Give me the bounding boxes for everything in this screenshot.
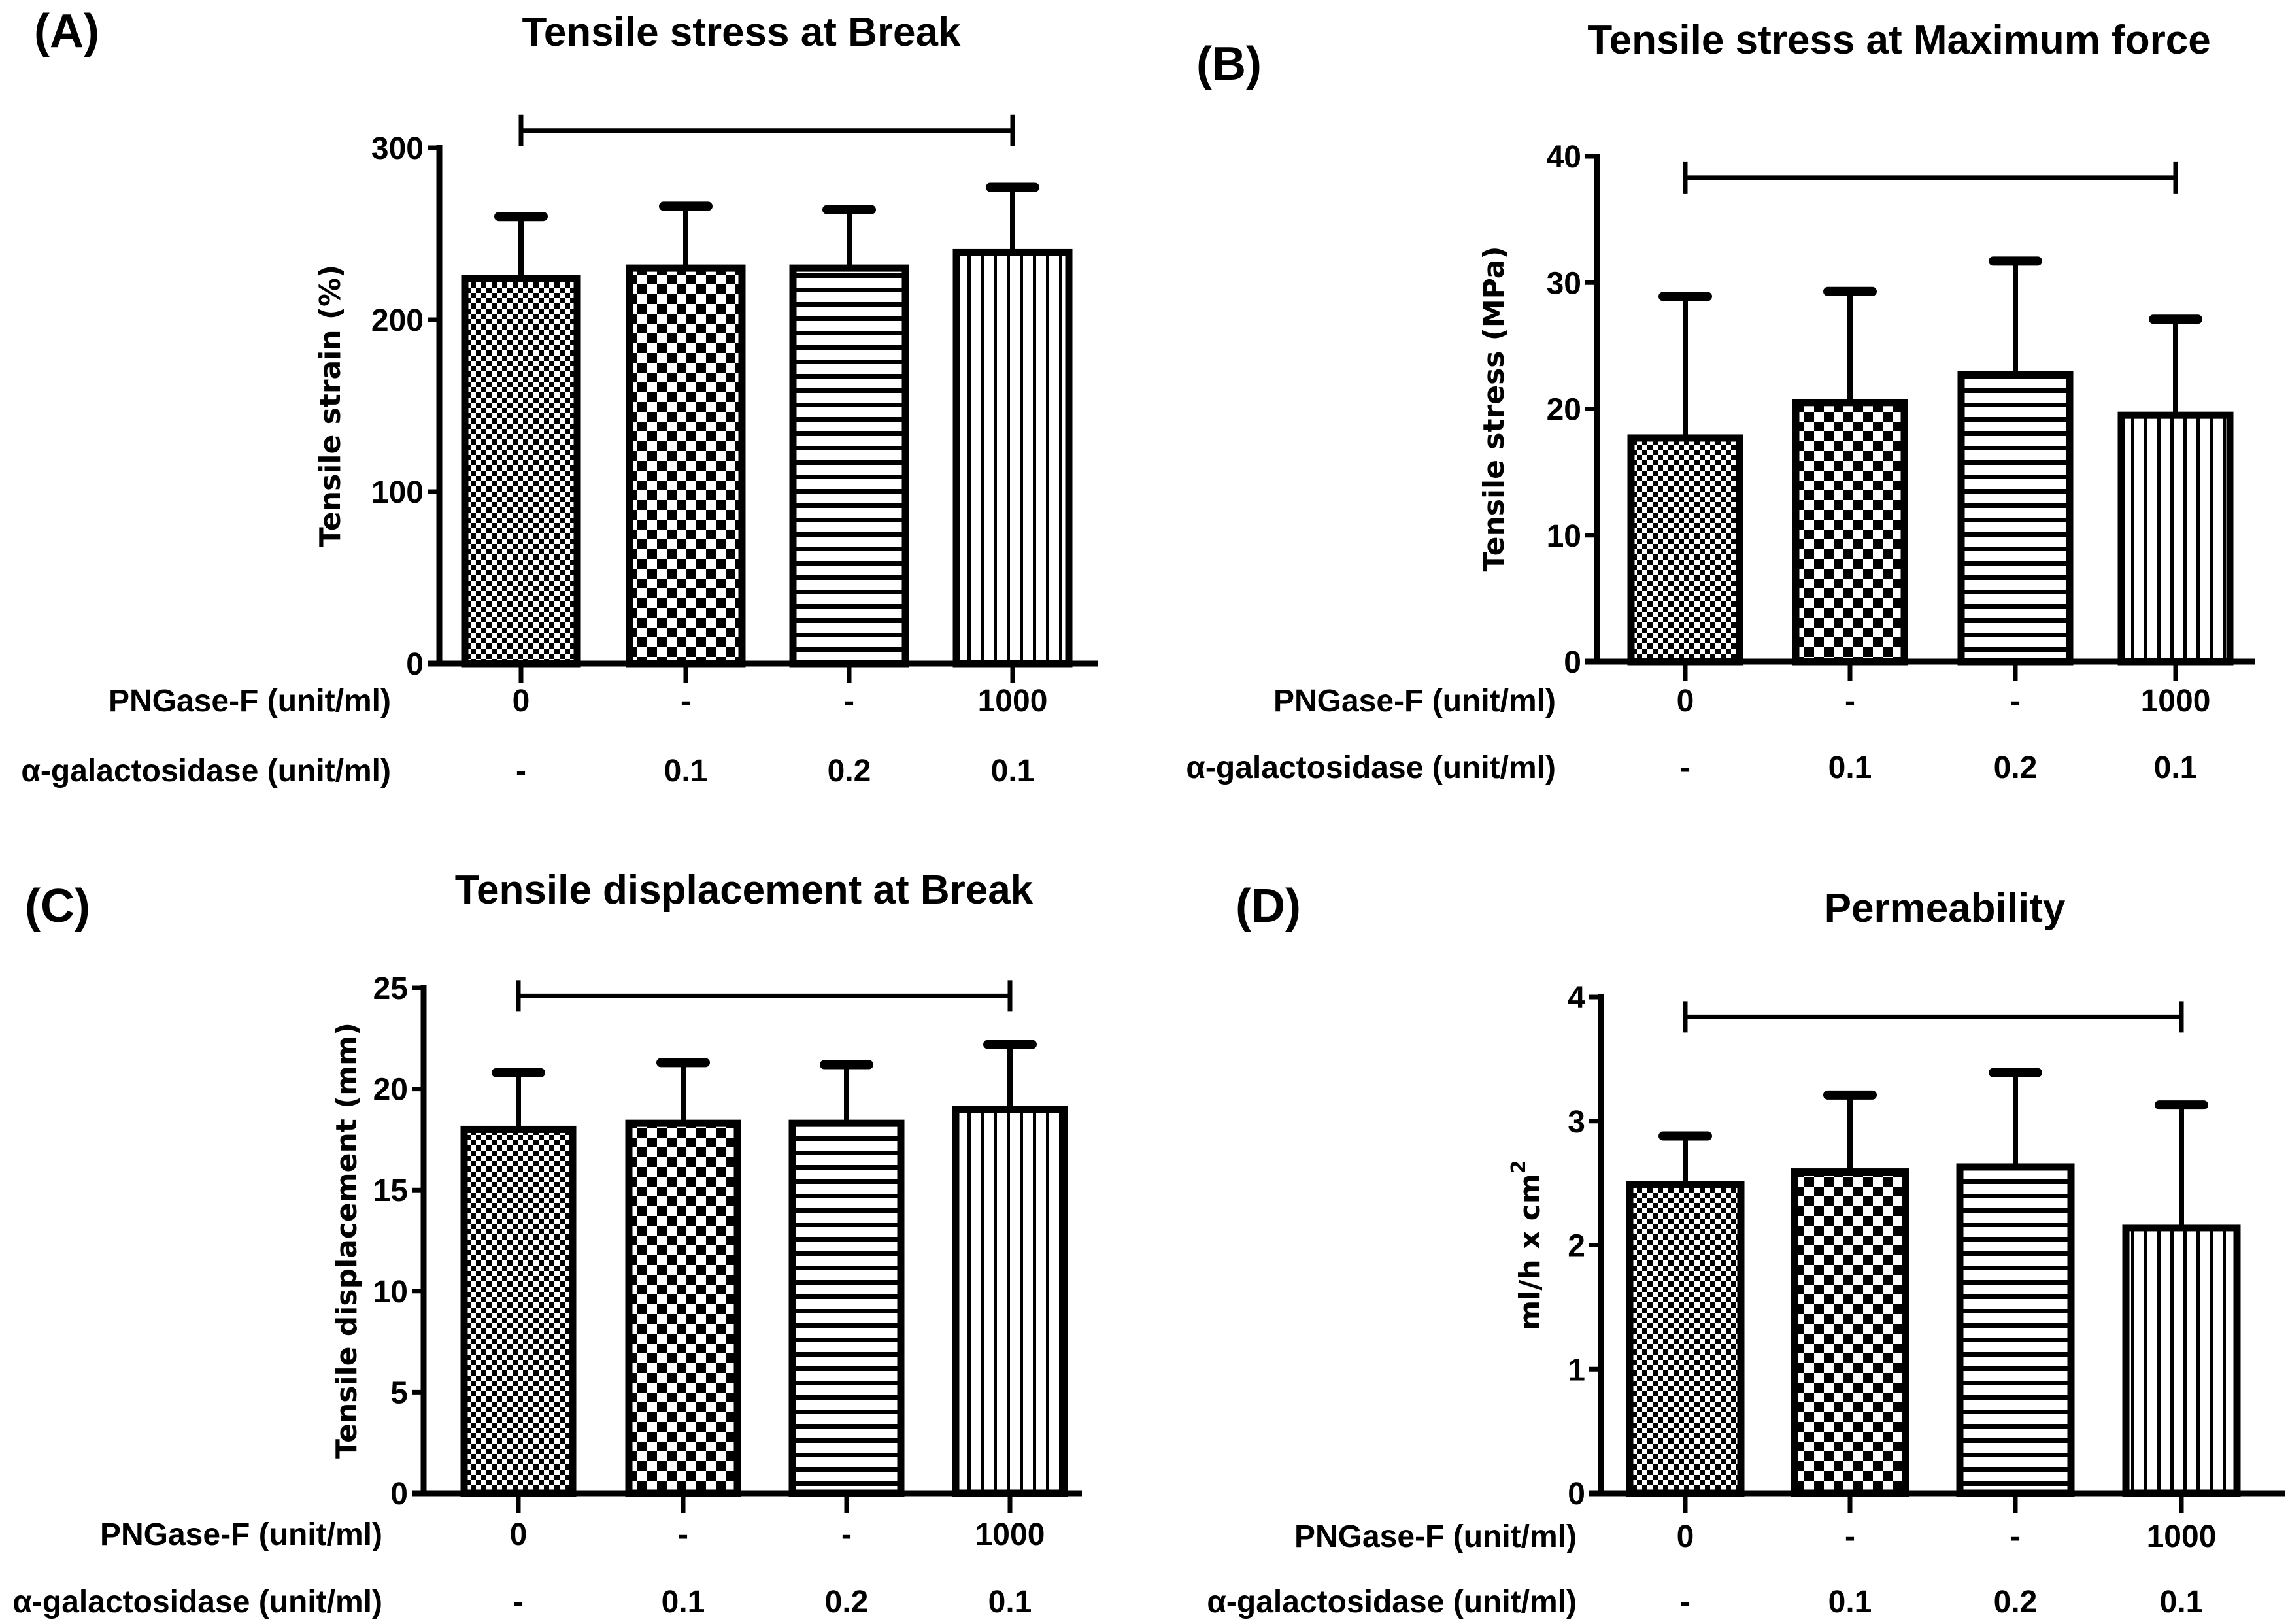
y-tick-label: 0	[1564, 645, 1581, 680]
bar	[2117, 411, 2234, 666]
y-tick-label: 0	[406, 647, 424, 682]
chart-title: Permeability	[1825, 886, 2066, 931]
x-tick-label-pngase: 1000	[2147, 1519, 2217, 1554]
bar	[952, 1106, 1068, 1497]
x-tick-label-galactosidase: 0.1	[1828, 751, 1872, 785]
x-tick-label-galactosidase: 0.2	[825, 1585, 869, 1619]
x-tick-label-pngase: 1000	[975, 1517, 1045, 1552]
y-tick-label: 4	[1568, 981, 1585, 1015]
x-tick-label-pngase: -	[2010, 1519, 2021, 1554]
bar	[952, 248, 1073, 668]
x-tick-label-pngase: -	[1845, 1519, 1855, 1554]
x-tick-label-galactosidase: 0.2	[1994, 751, 2038, 785]
row-label-pngase: PNGase-F (unit/ml)	[1294, 1519, 1577, 1554]
row-label-galactosidase: α-galactosidase (unit/ml)	[1207, 1585, 1577, 1619]
y-tick-label: 1	[1568, 1353, 1585, 1387]
bar	[461, 275, 581, 668]
y-axis-label-superscript: 2	[1507, 1160, 1530, 1174]
y-axis-label: Tensile stress (MPa)	[1477, 246, 1511, 571]
y-tick-label: 0	[390, 1477, 408, 1512]
x-tick-label-pngase: -	[2010, 684, 2021, 719]
y-axis-label: Tensile strain (%)	[314, 265, 347, 547]
y-tick-label: 20	[373, 1073, 408, 1108]
x-tick-label-pngase: 1000	[978, 684, 1048, 719]
chart-title: Tensile stress at Maximum force	[1587, 18, 2210, 63]
x-tick-label-pngase: -	[841, 1517, 852, 1552]
y-axis-label: Tensile displacement (mm)	[330, 1023, 363, 1459]
x-tick-label-pngase: 0	[513, 684, 530, 719]
y-tick-label: 10	[1547, 519, 1581, 554]
panel-label: (D)	[1236, 880, 1301, 932]
row-label-pngase: PNGase-F (unit/ml)	[1273, 684, 1556, 719]
y-tick-label: 5	[390, 1376, 408, 1410]
bar	[626, 264, 746, 668]
chart-marks: 0 5 10 15 20 25 0 - - 0.1 - 0.2 1000 0.1	[373, 972, 1082, 1619]
bar	[1957, 371, 2074, 666]
bar	[625, 1119, 741, 1497]
x-tick-label-pngase: -	[681, 684, 691, 719]
y-tick-label: 20	[1547, 393, 1581, 428]
bar	[789, 264, 909, 668]
x-tick-label-galactosidase: -	[513, 1585, 524, 1619]
y-tick-label: 25	[373, 972, 408, 1006]
panel-label: (A)	[34, 5, 99, 58]
x-tick-label-pngase: 0	[1677, 1519, 1694, 1554]
panel-d: (D) Permeability ml/h x cm2 PNGase-F (un…	[1207, 880, 2285, 1619]
x-tick-label-pngase: -	[1845, 684, 1855, 719]
bar	[788, 1119, 905, 1497]
panel-c: (C) Tensile displacement at Break Tensil…	[12, 868, 1082, 1619]
y-tick-label: 300	[371, 131, 424, 166]
y-tick-label: 10	[373, 1275, 408, 1310]
x-tick-label-pngase: -	[678, 1517, 688, 1552]
bar	[1627, 434, 1743, 666]
x-tick-label-galactosidase: 0.1	[664, 754, 708, 788]
bar	[460, 1125, 577, 1497]
x-tick-label-galactosidase: 0.1	[2160, 1585, 2204, 1619]
x-tick-label-galactosidase: -	[516, 754, 526, 788]
bar	[1791, 1168, 1909, 1497]
y-tick-label: 15	[373, 1174, 408, 1208]
panel-a: (A) Tensile stress at Break Tensile stra…	[21, 5, 1098, 788]
panel-label: (B)	[1196, 38, 1262, 90]
x-tick-label-galactosidase: -	[1680, 1585, 1691, 1619]
chart-marks: 0 1 2 3 4 0 - - 0.1 - 0.2 1000 0.1	[1568, 981, 2285, 1619]
y-axis-label-text: ml/h x cm	[1513, 1174, 1547, 1330]
y-tick-label: 40	[1547, 140, 1581, 175]
panel-label: (C)	[25, 880, 90, 932]
x-tick-label-galactosidase: 0.2	[828, 754, 871, 788]
y-tick-label: 0	[1568, 1477, 1585, 1512]
row-label-galactosidase: α-galactosidase (unit/ml)	[12, 1585, 382, 1619]
chart-title: Tensile stress at Break	[522, 10, 961, 55]
y-tick-label: 30	[1547, 266, 1581, 301]
row-label-pngase: PNGase-F (unit/ml)	[109, 684, 391, 719]
x-tick-label-galactosidase: 0.2	[1994, 1585, 2038, 1619]
x-tick-label-galactosidase: 0.1	[1828, 1585, 1872, 1619]
y-axis-label: ml/h x cm2	[1507, 1160, 1547, 1330]
x-tick-label-pngase: -	[844, 684, 854, 719]
y-tick-label: 100	[371, 475, 424, 510]
panel-b: (B) Tensile stress at Maximum force Tens…	[1186, 18, 2255, 785]
y-tick-label: 200	[371, 303, 424, 338]
x-tick-label-pngase: 0	[1677, 684, 1694, 719]
row-label-galactosidase: α-galactosidase (unit/ml)	[1186, 751, 1556, 785]
y-tick-label: 2	[1568, 1229, 1585, 1264]
x-tick-label-galactosidase: -	[1680, 751, 1691, 785]
x-tick-label-galactosidase: 0.1	[2154, 751, 2198, 785]
row-label-pngase: PNGase-F (unit/ml)	[100, 1517, 382, 1552]
bar	[2122, 1224, 2241, 1497]
chart-marks: 0 10 20 30 40 0 - - 0.1 - 0.2 1000 0.1	[1547, 140, 2255, 785]
chart-marks: 0 100 200 300 0 - - 0.1 - 0.2 1000 0.1	[371, 114, 1098, 788]
x-tick-label-galactosidase: 0.1	[991, 754, 1035, 788]
y-tick-label: 3	[1568, 1105, 1585, 1140]
row-label-galactosidase: α-galactosidase (unit/ml)	[21, 754, 391, 788]
x-tick-label-galactosidase: 0.1	[662, 1585, 705, 1619]
chart-title: Tensile displacement at Break	[455, 868, 1034, 913]
x-tick-label-galactosidase: 0.1	[988, 1585, 1032, 1619]
bar	[1792, 399, 1908, 666]
x-tick-label-pngase: 1000	[2141, 684, 2211, 719]
bar	[1956, 1163, 2075, 1497]
bar	[1626, 1181, 1745, 1497]
x-tick-label-pngase: 0	[510, 1517, 528, 1552]
